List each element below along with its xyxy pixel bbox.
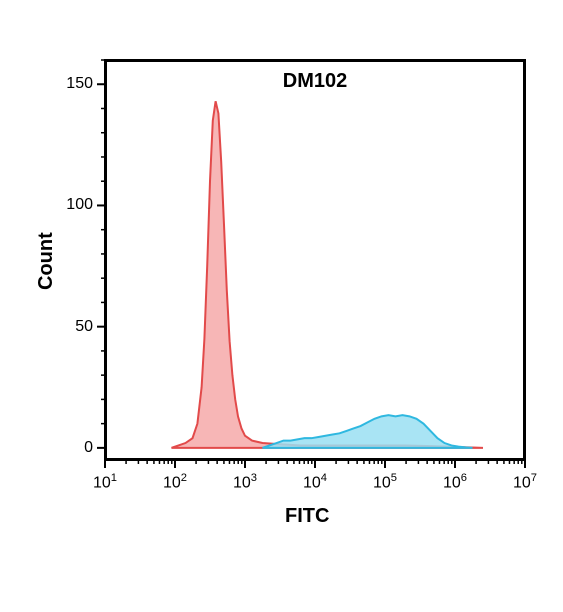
x-tick-label: 107: [505, 472, 545, 492]
chart-canvas: DM102 Count FITC 0 50 100 150 101 102 103 104 1…: [0, 0, 563, 612]
x-tick-label: 105: [365, 472, 405, 492]
series-blue-peak: [263, 415, 473, 448]
y-tick-label: 0: [55, 439, 93, 457]
x-tick-label: 106: [435, 472, 475, 492]
y-tick-label: 150: [55, 75, 93, 93]
y-tick-label: 50: [55, 318, 93, 336]
x-tick-label: 102: [155, 472, 195, 492]
x-tick-label: 101: [85, 472, 125, 492]
y-axis-label: Count: [35, 232, 58, 290]
x-tick-label: 103: [225, 472, 265, 492]
chart-title: DM102: [231, 70, 399, 93]
y-tick-label: 100: [55, 196, 93, 214]
x-axis-label: FITC: [285, 505, 329, 528]
x-tick-label: 104: [295, 472, 335, 492]
series-red-peak: [172, 101, 484, 448]
